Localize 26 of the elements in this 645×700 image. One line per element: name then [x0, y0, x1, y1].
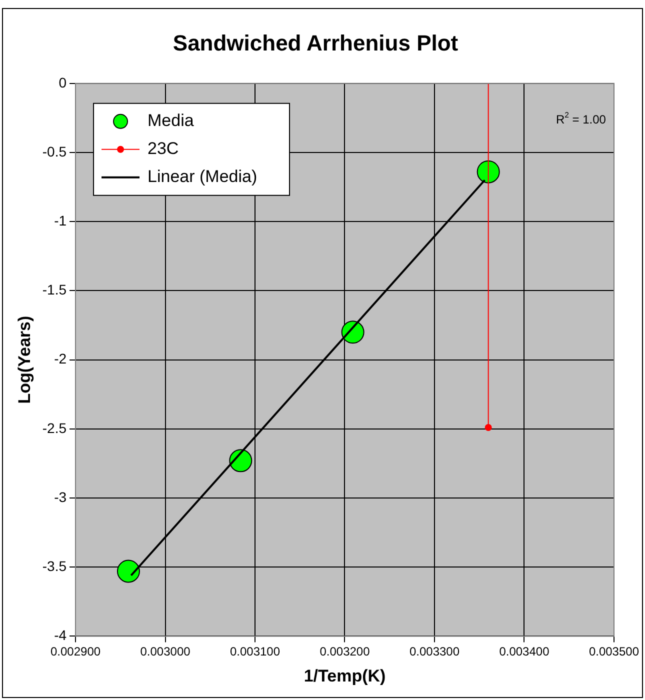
- x-tick-label: 0.003200: [320, 644, 370, 659]
- x-tick-label: 0.003300: [409, 644, 460, 659]
- y-tick-label: -1.5: [42, 282, 67, 298]
- y-tick-label: -2: [54, 350, 67, 367]
- point: [229, 449, 252, 472]
- y-tick-label: -3: [54, 488, 67, 505]
- y-tick-label: -4: [54, 627, 67, 644]
- x-tick-label: 0.003400: [499, 644, 550, 659]
- x-tick-label: 0.003000: [140, 644, 191, 659]
- y-tick-label: -2.5: [42, 420, 67, 436]
- legend-label: 23C: [148, 139, 179, 158]
- x-tick-label: 0.003100: [230, 644, 280, 659]
- point: [484, 424, 492, 432]
- y-axis-title: Log(Years): [14, 316, 34, 404]
- x-tick-label: 0.003500: [588, 644, 640, 659]
- chart-title: Sandwiched Arrhenius Plot: [172, 30, 459, 56]
- x-tick-label: 0.002900: [50, 644, 101, 659]
- legend-label: Linear (Media): [148, 167, 258, 186]
- x-axis-title: 1/Temp(K): [304, 666, 386, 686]
- y-tick-label: -3.5: [42, 558, 67, 574]
- legend-label: Media: [148, 111, 194, 130]
- y-tick-label: 0: [58, 74, 67, 90]
- point: [116, 560, 140, 583]
- y-tick-label: -1: [54, 212, 67, 228]
- y-tick-label: -0.5: [42, 143, 67, 160]
- point: [476, 160, 500, 184]
